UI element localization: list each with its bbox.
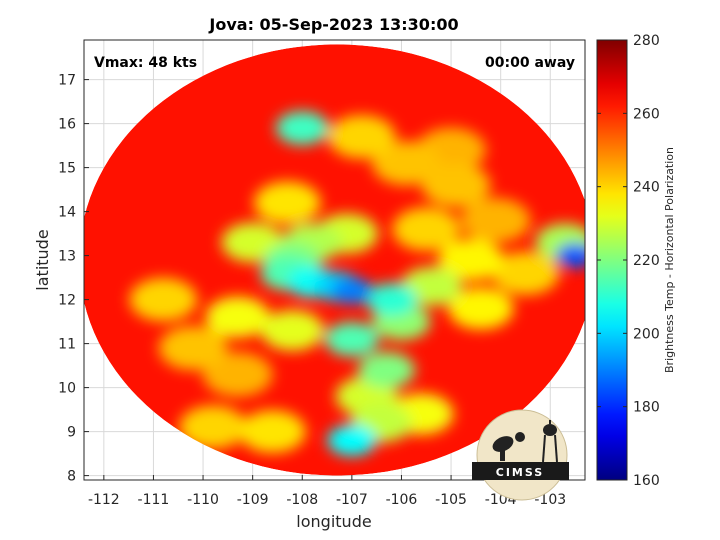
- y-tick-label: 15: [58, 161, 76, 177]
- x-tick-label: -111: [138, 492, 170, 508]
- convection-feature: [129, 277, 198, 322]
- convection-feature: [327, 424, 377, 457]
- convection-feature: [275, 111, 329, 145]
- x-tick-label: -107: [336, 492, 368, 508]
- colorbar-ticks: 160 180 200 220 240 260 280: [597, 33, 660, 489]
- convection-feature: [448, 287, 514, 330]
- y-tick-label: 16: [58, 117, 76, 133]
- y-tick-label: 9: [67, 425, 76, 441]
- y-tick-label: 11: [58, 337, 76, 353]
- convection-feature: [327, 115, 396, 159]
- x-tick-label: -106: [386, 492, 418, 508]
- convection-feature: [460, 198, 531, 243]
- logo-text: CIMSS: [496, 466, 544, 479]
- colorbar-tick-label: 200: [633, 326, 660, 342]
- colorbar-tick-label: 240: [633, 180, 660, 196]
- cimss-logo: CIMSS: [472, 409, 569, 501]
- convection-feature: [421, 163, 491, 208]
- y-tick-label: 13: [58, 249, 76, 265]
- chart-title: Jova: 05-Sep-2023 13:30:00: [208, 15, 458, 34]
- colorbar-tick-label: 160: [633, 473, 660, 489]
- convection-feature: [179, 405, 247, 449]
- axes-box: [83, 39, 586, 481]
- x-tick-label: -110: [187, 492, 219, 508]
- colorbar-tick-label: 280: [633, 33, 660, 49]
- convection-feature: [158, 325, 228, 371]
- colorbar-tick-label: 220: [633, 253, 660, 269]
- y-ticks: 8 9 10 11 12 13 14 15 16 17: [58, 73, 89, 485]
- convection-feature: [324, 321, 379, 357]
- convection-feature: [438, 239, 504, 281]
- convection-feature: [254, 181, 321, 225]
- x-ticks: -112 -111 -110 -109 -108 -107 -106 -105 -104 -103: [88, 475, 566, 508]
- y-tick-label: 17: [58, 73, 76, 89]
- y-tick-label: 14: [58, 205, 76, 221]
- colorbar-tick-label: 180: [633, 400, 660, 416]
- swath-layer: [84, 44, 585, 476]
- x-tick-label: -103: [534, 492, 566, 508]
- colorbar: [597, 40, 627, 480]
- convection-feature: [239, 410, 306, 453]
- convection-feature: [202, 352, 273, 397]
- convection-feature: [392, 207, 461, 251]
- convection-feature: [372, 141, 441, 186]
- x-tick-label: -108: [286, 492, 318, 508]
- convection-feature: [205, 296, 271, 338]
- convection-feature: [331, 277, 373, 304]
- convection-features: [129, 111, 585, 457]
- colorbar-tick-label: 260: [633, 106, 660, 122]
- x-tick-label: -109: [237, 492, 269, 508]
- convection-feature: [365, 283, 418, 317]
- convection-feature: [491, 251, 560, 295]
- y-tick-label: 12: [58, 293, 76, 309]
- time-away-label: 00:00 away: [485, 55, 575, 71]
- y-axis-label: latitude: [33, 229, 52, 290]
- convection-feature: [555, 243, 585, 268]
- x-tick-label: -112: [88, 492, 120, 508]
- logo-banner: [472, 462, 569, 480]
- x-axis-label: longitude: [296, 512, 371, 531]
- y-tick-label: 8: [67, 469, 76, 485]
- convection-feature: [358, 351, 416, 389]
- logo-disc: [476, 409, 568, 501]
- x-tick-label: -105: [435, 492, 467, 508]
- vmax-label: Vmax: 48 kts: [94, 55, 197, 71]
- colorbar-label: Brightness Temp - Horizontal Polarizatio…: [663, 147, 676, 373]
- logo-water-tower-icon: [542, 420, 558, 463]
- logo-satellite-dish-icon: [492, 432, 525, 461]
- y-tick-label: 10: [58, 381, 76, 397]
- convection-feature: [260, 310, 325, 351]
